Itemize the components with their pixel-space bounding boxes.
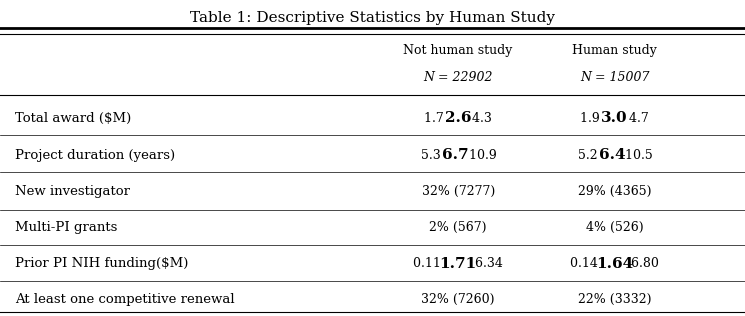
Text: Human study: Human study bbox=[572, 44, 657, 57]
Text: Prior PI NIH funding($M): Prior PI NIH funding($M) bbox=[15, 257, 188, 270]
Text: 5.2: 5.2 bbox=[578, 149, 601, 162]
Text: 5.3: 5.3 bbox=[422, 149, 445, 162]
Text: 4% (526): 4% (526) bbox=[586, 221, 644, 234]
Text: Multi-PI grants: Multi-PI grants bbox=[15, 221, 117, 234]
Text: Not human study: Not human study bbox=[404, 44, 513, 57]
Text: Project duration (years): Project duration (years) bbox=[15, 149, 175, 162]
Text: New investigator: New investigator bbox=[15, 185, 130, 198]
Text: 0.14: 0.14 bbox=[570, 257, 602, 270]
Text: 1.9: 1.9 bbox=[580, 112, 604, 125]
Text: 6.34: 6.34 bbox=[471, 257, 503, 270]
Text: Table 1: Descriptive Statistics by Human Study: Table 1: Descriptive Statistics by Human… bbox=[190, 11, 555, 25]
Text: 10.5: 10.5 bbox=[621, 149, 653, 162]
Text: 4.3: 4.3 bbox=[469, 112, 492, 125]
Text: 32% (7277): 32% (7277) bbox=[422, 185, 495, 198]
Text: 1.71: 1.71 bbox=[440, 257, 477, 271]
Text: 32% (7260): 32% (7260) bbox=[422, 293, 495, 306]
Text: 1.64: 1.64 bbox=[596, 257, 633, 271]
Text: 22% (3332): 22% (3332) bbox=[578, 293, 651, 306]
Text: Total award ($M): Total award ($M) bbox=[15, 112, 131, 125]
Text: N = 15007: N = 15007 bbox=[580, 71, 650, 84]
Text: 6.4: 6.4 bbox=[598, 149, 625, 162]
Text: At least one competitive renewal: At least one competitive renewal bbox=[15, 293, 235, 306]
Text: N = 22902: N = 22902 bbox=[423, 71, 493, 84]
Text: 1.7: 1.7 bbox=[424, 112, 448, 125]
Text: 6.80: 6.80 bbox=[627, 257, 659, 270]
Text: 0.11: 0.11 bbox=[413, 257, 446, 270]
Text: 2% (567): 2% (567) bbox=[429, 221, 487, 234]
Text: 6.7: 6.7 bbox=[442, 149, 469, 162]
Text: 29% (4365): 29% (4365) bbox=[578, 185, 651, 198]
Text: 4.7: 4.7 bbox=[625, 112, 649, 125]
Text: 3.0: 3.0 bbox=[601, 112, 628, 125]
Text: 10.9: 10.9 bbox=[465, 149, 496, 162]
Text: 2.6: 2.6 bbox=[445, 112, 472, 125]
